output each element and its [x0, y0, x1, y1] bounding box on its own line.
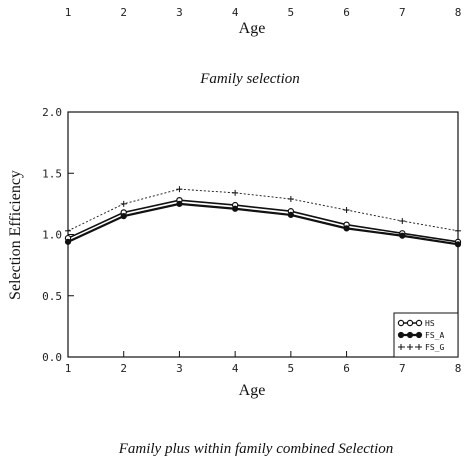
bottom-caption: Family plus within family combined Selec… [118, 441, 394, 457]
data-point-fs-g [65, 227, 71, 234]
series-layer [64, 186, 462, 248]
x-tick-label: 4 [232, 362, 239, 375]
top-x-tick-label: 4 [232, 6, 239, 19]
y-tick-label: 0.0 [42, 351, 62, 364]
legend-marker-fs-a [406, 331, 414, 339]
top-x-axis-label: Age [239, 20, 266, 37]
legend-label-hs: HS [425, 319, 435, 328]
data-point-fs-g [343, 207, 350, 213]
x-tick-label: 2 [120, 362, 127, 375]
y-tick-label: 0.5 [42, 290, 62, 303]
top-x-tick-label: 8 [455, 6, 462, 19]
top-x-tick-label: 6 [343, 6, 350, 19]
legend-marker-fs-a [397, 331, 405, 339]
x-tick-label: 5 [288, 362, 295, 375]
top-x-tick-labels: 1 2 3 4 5 6 7 8 [65, 6, 462, 19]
y-tick-label: 1.0 [42, 229, 62, 242]
x-tick-label: 6 [343, 362, 350, 375]
data-point-fs-a [454, 241, 462, 248]
data-point-fs-g [287, 195, 294, 202]
x-tick-label: 1 [65, 362, 72, 375]
top-x-tick-label: 1 [65, 6, 72, 19]
data-point-fs-a [120, 213, 127, 220]
data-point-fs-g [399, 218, 406, 225]
top-x-tick-label: 2 [120, 6, 127, 19]
legend-items: HS FS_A FS_G [397, 319, 444, 352]
legend-label-fs-a: FS_A [425, 331, 444, 340]
data-point-fs-a [176, 200, 183, 207]
legend-marker-hs [415, 319, 423, 327]
data-point-fs-a [232, 205, 239, 212]
x-tick-label: 7 [399, 362, 406, 375]
x-axis-label: Age [239, 382, 266, 399]
data-point-fs-g [455, 227, 461, 234]
top-caption: Family selection [199, 71, 300, 87]
top-x-tick-label: 5 [288, 6, 295, 19]
y-tick-label: 2.0 [42, 106, 62, 119]
series-line-hs [67, 199, 459, 243]
series-line-fs-a [67, 202, 459, 246]
x-axis: 1 2 3 4 5 6 7 8 [65, 351, 462, 375]
legend-label-fs-g: FS_G [425, 343, 444, 352]
legend: HS FS_A FS_G [393, 312, 459, 358]
x-tick-label: 3 [176, 362, 183, 375]
data-point-fs-a [399, 232, 406, 239]
legend-marker-hs [406, 319, 414, 327]
legend-marker-fs-a [415, 331, 423, 339]
legend-marker-fs-g [407, 344, 413, 350]
legend-marker-fs-g [398, 344, 404, 350]
data-point-fs-a [64, 238, 72, 245]
x-tick-label: 8 [455, 362, 462, 375]
data-point-fs-g [176, 186, 183, 193]
legend-marker-hs [397, 319, 405, 327]
series-line-fs-g [67, 188, 459, 232]
legend-marker-fs-g [416, 344, 422, 350]
data-point-fs-g [120, 200, 127, 207]
data-point-fs-a [343, 225, 350, 232]
y-axis-label: Selection Efficiency [7, 170, 24, 300]
data-point-fs-g [232, 189, 239, 196]
top-x-tick-label: 7 [399, 6, 406, 19]
y-axis: 0.0 0.5 1.0 1.5 2.0 [42, 106, 74, 364]
top-x-tick-label: 3 [176, 6, 183, 19]
data-point-fs-a [287, 211, 294, 218]
y-tick-label: 1.5 [42, 167, 62, 180]
